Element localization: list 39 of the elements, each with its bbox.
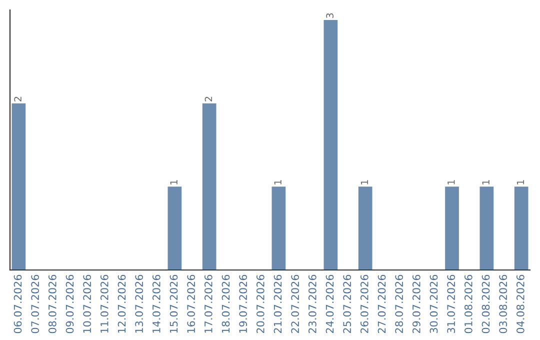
x-tick-label: 18.07.2026 — [222, 274, 230, 333]
x-tick-label: 06.07.2026 — [14, 274, 22, 334]
x-tick-label: 26.07.2026 — [360, 274, 368, 334]
x-tick-label: 08.07.2026 — [48, 274, 56, 334]
data-label: 1 — [482, 180, 490, 184]
x-tick-label: 10.07.2026 — [83, 274, 92, 333]
x-tick-label: 14.07.2026 — [152, 274, 160, 333]
x-tick-label: 15.07.2026 — [170, 274, 178, 333]
data-label: 1 — [274, 180, 282, 184]
x-tick-label: 28.07.2026 — [395, 274, 404, 334]
x-tick-label: 09.07.2026 — [66, 274, 74, 334]
x-tick-label: 03.08.2026 — [499, 274, 508, 334]
x-tick-label: 13.07.2026 — [135, 274, 144, 333]
x-tick-label: 02.08.2026 — [482, 274, 490, 334]
x-tick-label: 11.07.2026 — [100, 274, 108, 333]
data-label: 1 — [448, 180, 455, 184]
x-tick-label: 31.07.2026 — [447, 274, 456, 334]
x-tick-label: 01.08.2026 — [464, 274, 472, 334]
x-tick-label: 19.07.2026 — [239, 274, 248, 333]
x-tick-label: 07.07.2026 — [31, 274, 40, 334]
x-tick-label: 25.07.2026 — [343, 274, 352, 334]
data-label: 2 — [14, 96, 22, 102]
x-tick-label: 12.07.2026 — [118, 274, 126, 333]
x-tick-label: 22.07.2026 — [291, 274, 300, 334]
x-tick-label: 21.07.2026 — [274, 274, 282, 334]
x-tick-label: 23.07.2026 — [308, 274, 316, 334]
data-label: 1 — [360, 180, 368, 184]
x-tick-label: 27.07.2026 — [378, 274, 386, 334]
x-tick-label: 24.07.2026 — [326, 274, 334, 334]
data-label: 3 — [326, 13, 334, 18]
data-label: 1 — [170, 180, 178, 184]
x-tick-label: 04.08.2026 — [516, 274, 524, 334]
x-tick-label: 29.07.2026 — [412, 274, 420, 334]
x-tick-label: 20.07.2026 — [256, 274, 264, 334]
x-tick-label: 16.07.2026 — [187, 274, 196, 333]
data-label: 2 — [204, 96, 212, 102]
data-label: 1 — [516, 180, 524, 184]
x-tick-label: 30.07.2026 — [430, 274, 438, 334]
x-tick-label: 17.07.2026 — [204, 274, 212, 333]
